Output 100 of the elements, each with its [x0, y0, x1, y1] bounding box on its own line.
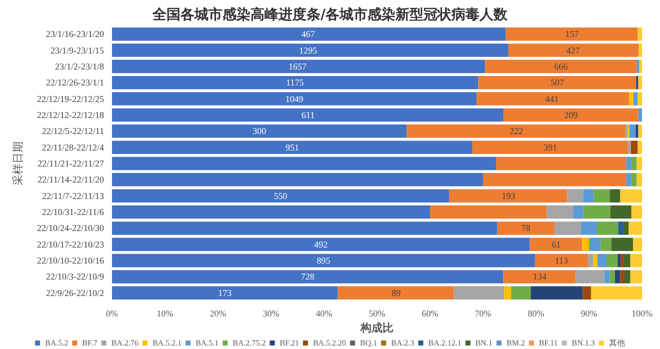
x-tick-label: 90%: [580, 308, 598, 318]
x-tick-label: 60%: [422, 308, 439, 318]
bar: [454, 286, 504, 300]
y-tick-label: 22/11/7-22/11/13: [42, 190, 104, 201]
legend-label: BF.7: [82, 338, 98, 348]
legend-label: BA.5.2: [45, 338, 68, 348]
bar: [338, 286, 454, 300]
bar: [497, 222, 555, 235]
bar: [485, 60, 637, 74]
annotation: 134: [532, 272, 547, 282]
annotation: 507: [550, 78, 564, 88]
y-tick-label: 22/10/17-22/10/23: [37, 239, 104, 250]
legend-label: BA.5.1: [196, 338, 219, 348]
y-tick-label: 22/11/14-22/11/20: [38, 174, 104, 185]
bar: [406, 124, 626, 138]
bar: [638, 140, 642, 154]
bar: [449, 189, 568, 202]
bar: [496, 156, 626, 170]
bar: [112, 92, 477, 106]
bar: [594, 189, 610, 202]
annotation: 441: [545, 94, 559, 104]
bar: [112, 222, 498, 235]
legend-label: BA.5.2.20: [312, 338, 346, 348]
bar: [567, 189, 584, 202]
bar: [483, 173, 626, 186]
bar: [597, 254, 606, 268]
bar: [629, 124, 636, 138]
x-tick-label: 70%: [474, 308, 492, 318]
bar: [508, 44, 639, 57]
annotation: 1295: [299, 45, 318, 56]
annotation: 173: [218, 288, 232, 298]
bar: [554, 222, 582, 235]
bar: [112, 286, 338, 300]
bar: [631, 173, 637, 186]
annotation: 222: [510, 126, 524, 136]
bar: [112, 156, 496, 170]
bar: [581, 222, 597, 235]
bar: [546, 205, 574, 219]
bar: [614, 270, 620, 284]
annotation: 391: [544, 142, 558, 152]
annotation: 666: [554, 61, 568, 72]
annotation: 427: [566, 45, 580, 56]
bar: [628, 222, 642, 235]
y-axis-title: 采样日期: [12, 142, 24, 186]
annotation: 209: [564, 110, 578, 120]
legend-label: BQ.1: [360, 338, 378, 348]
y-tick-label: 22/12/26-23/1/1: [46, 78, 104, 88]
bar: [638, 124, 642, 138]
bar: [112, 60, 486, 74]
bar: [600, 238, 612, 252]
y-tick-label: 22/10/31-22/11/6: [42, 207, 104, 218]
annotation: 113: [554, 256, 569, 266]
bar: [606, 254, 618, 268]
legend-label: BN.1: [475, 338, 493, 348]
bar: [576, 270, 604, 284]
annotation: 157: [565, 29, 580, 40]
legend-label: BF.21: [280, 338, 299, 348]
bar: [629, 92, 634, 106]
bar: [534, 254, 588, 268]
y-tick-label: 22/12/5-22/12/11: [42, 126, 104, 136]
bar: [611, 238, 633, 252]
bar: [504, 286, 512, 300]
y-tick-label: 22/9/26-22/10/2: [46, 288, 104, 298]
legend-label: BA.2.12.1: [428, 338, 462, 348]
x-axis-title: 构成比: [360, 321, 394, 334]
legend-label: BA.2.3: [391, 338, 414, 348]
bar: [620, 189, 642, 202]
annotation: 193: [502, 190, 516, 201]
bar: [636, 60, 640, 74]
legend-label: BA.2.75.2: [232, 338, 266, 348]
annotation: 1049: [285, 94, 304, 104]
y-tick-label: 23/1/9-23/1/15: [50, 45, 104, 56]
bar: [623, 222, 629, 235]
bar: [504, 108, 638, 122]
bar: [112, 76, 478, 90]
bar: [639, 60, 642, 74]
bar: [112, 270, 504, 284]
bar: [630, 140, 638, 154]
chart-title: 全国各城市感染高峰进度条/各城市感染新型冠状病毒人数: [151, 6, 509, 23]
bar: [618, 254, 621, 268]
bar: [625, 124, 628, 138]
x-tick-label: 20%: [210, 308, 227, 318]
y-tick-label: 22/11/28-22/12/4: [42, 142, 104, 152]
bar: [628, 140, 631, 154]
bar: [636, 124, 638, 138]
bar: [596, 222, 618, 235]
bar: [638, 44, 642, 57]
bar: [112, 140, 472, 154]
x-tick-label: 0%: [106, 308, 118, 318]
y-tick-label: 22/11/21-22/11/27: [38, 158, 104, 168]
annotation: 951: [285, 142, 299, 152]
bar: [626, 173, 632, 186]
bar: [112, 254, 535, 268]
annotation: 728: [300, 272, 315, 282]
bar: [112, 27, 506, 41]
x-tick-label: 80%: [528, 308, 545, 318]
annotation: 89: [392, 288, 402, 298]
bar: [112, 173, 483, 186]
annotation: 611: [302, 110, 315, 120]
bar: [638, 76, 642, 90]
